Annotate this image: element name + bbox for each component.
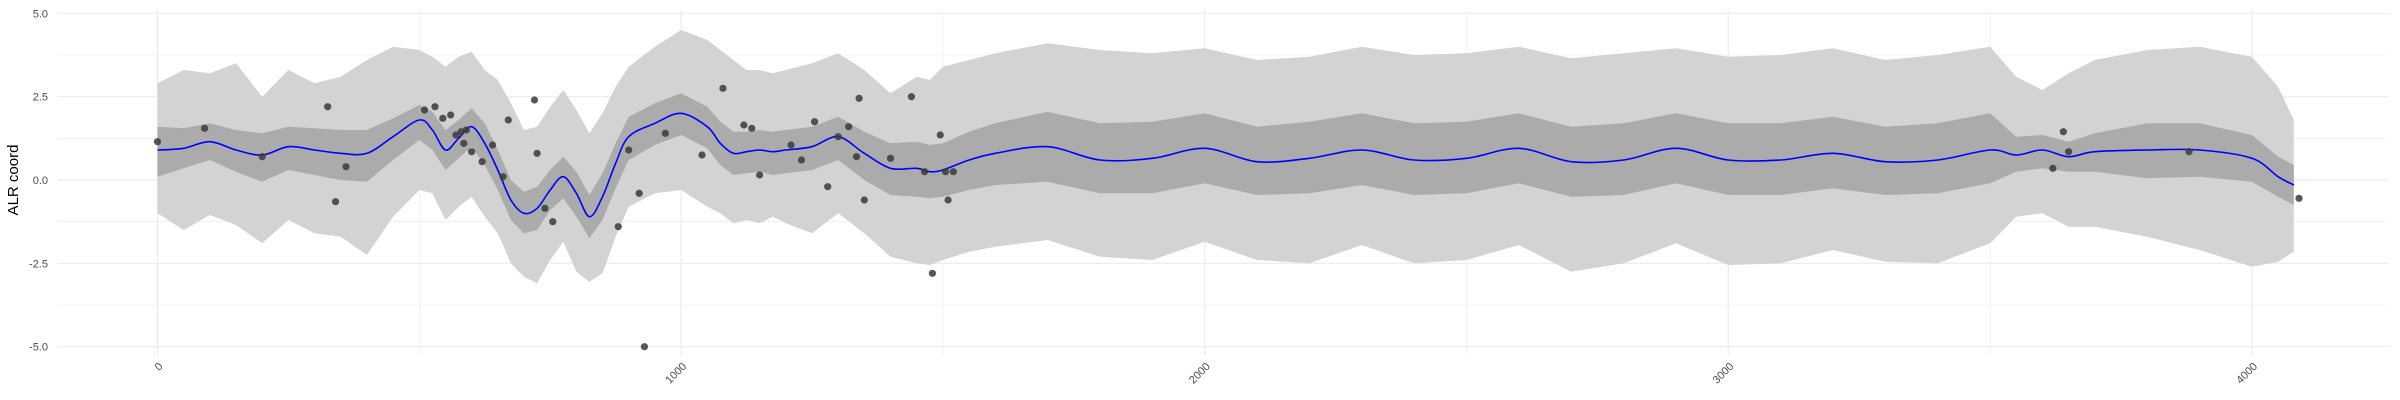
x-tick-label: 0 xyxy=(153,361,166,374)
data-point xyxy=(625,146,633,154)
data-point xyxy=(907,93,916,101)
x-axis-ticks: 0 1000 2000 3000 4000 xyxy=(153,361,2260,387)
data-point xyxy=(342,163,350,171)
data-point xyxy=(949,168,957,176)
data-point xyxy=(530,96,539,104)
x-tick-label: 2000 xyxy=(1187,361,1213,387)
data-point xyxy=(504,116,512,124)
data-point xyxy=(748,124,756,132)
data-point xyxy=(2065,148,2073,156)
data-point xyxy=(852,153,861,161)
y-axis-ticks: -5.0 -2.5 0.0 2.5 5.0 xyxy=(29,8,48,353)
data-point xyxy=(533,149,541,157)
data-point xyxy=(928,269,937,277)
data-point xyxy=(661,129,669,137)
y-tick-label: 2.5 xyxy=(33,92,48,104)
data-point xyxy=(488,141,497,149)
data-point xyxy=(834,133,842,141)
fitted-line xyxy=(157,112,2295,218)
x-tick-label: 3000 xyxy=(1711,361,1737,387)
fitted-line-path xyxy=(157,112,2295,218)
data-point xyxy=(2049,164,2057,172)
data-point xyxy=(541,204,549,212)
data-point xyxy=(635,189,643,197)
data-point xyxy=(478,158,486,166)
data-point xyxy=(810,118,819,126)
data-point xyxy=(549,218,557,226)
inner-band xyxy=(157,93,2294,239)
x-tick-label: 4000 xyxy=(2234,361,2260,387)
data-point xyxy=(614,223,622,231)
data-point xyxy=(331,198,340,206)
data-point xyxy=(941,168,950,176)
data-point xyxy=(797,156,806,164)
data-point xyxy=(2295,194,2303,202)
data-point xyxy=(740,121,748,129)
data-point xyxy=(462,126,471,134)
data-point xyxy=(756,171,764,179)
y-tick-label: -2.5 xyxy=(29,258,48,270)
data-point xyxy=(698,151,706,159)
data-point xyxy=(499,173,507,181)
data-point xyxy=(824,183,832,191)
data-point xyxy=(936,131,944,139)
data-point xyxy=(324,103,332,111)
data-point xyxy=(447,111,455,119)
data-point xyxy=(886,154,895,162)
data-point xyxy=(855,94,863,102)
y-tick-label: 0.0 xyxy=(33,175,48,187)
confidence-bands xyxy=(157,30,2294,284)
x-tick-label: 1000 xyxy=(663,361,689,387)
data-point xyxy=(845,123,853,131)
data-point xyxy=(468,148,476,156)
y-tick-label: -5.0 xyxy=(29,342,48,354)
data-point xyxy=(431,103,439,111)
data-point xyxy=(787,141,795,149)
y-axis-title: ALR coord xyxy=(5,145,22,216)
data-point xyxy=(439,114,447,122)
data-points xyxy=(153,84,2303,351)
data-point xyxy=(860,196,868,204)
data-point xyxy=(201,124,209,132)
data-point xyxy=(452,131,460,139)
data-point xyxy=(420,106,429,114)
data-point xyxy=(460,139,468,147)
data-point xyxy=(719,84,727,92)
data-point xyxy=(944,196,952,204)
data-point xyxy=(640,343,649,351)
data-point xyxy=(2059,128,2067,136)
data-point xyxy=(258,153,266,161)
y-tick-label: 5.0 xyxy=(33,8,48,20)
data-point xyxy=(153,138,162,146)
data-point xyxy=(920,168,929,176)
data-point xyxy=(2185,148,2193,156)
